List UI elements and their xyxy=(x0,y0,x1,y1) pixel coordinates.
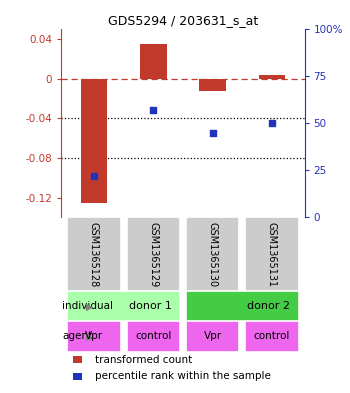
Text: Vpr: Vpr xyxy=(85,331,103,342)
Point xyxy=(91,173,97,179)
Text: control: control xyxy=(254,331,290,342)
Text: donor 1: donor 1 xyxy=(129,301,172,311)
Point xyxy=(210,130,215,136)
Text: agent: agent xyxy=(62,331,92,342)
Bar xyxy=(80,79,107,202)
Text: donor 2: donor 2 xyxy=(247,301,290,311)
Point xyxy=(150,107,156,114)
Text: ▶: ▶ xyxy=(86,301,94,311)
Bar xyxy=(245,321,299,352)
Bar xyxy=(186,217,239,291)
Text: Vpr: Vpr xyxy=(203,331,222,342)
Text: percentile rank within the sample: percentile rank within the sample xyxy=(95,371,271,382)
Bar xyxy=(74,356,82,364)
Bar xyxy=(74,373,82,380)
Text: GSM1365128: GSM1365128 xyxy=(89,222,99,287)
Bar xyxy=(186,321,239,352)
Bar xyxy=(199,79,226,91)
Text: transformed count: transformed count xyxy=(95,354,192,365)
Bar xyxy=(67,321,121,352)
Text: GSM1365130: GSM1365130 xyxy=(208,222,218,287)
Bar xyxy=(259,75,285,79)
Text: ▶: ▶ xyxy=(86,331,94,342)
Title: GDS5294 / 203631_s_at: GDS5294 / 203631_s_at xyxy=(108,14,258,27)
Text: individual: individual xyxy=(62,301,113,311)
Bar xyxy=(67,217,121,291)
Text: GSM1365129: GSM1365129 xyxy=(148,222,158,287)
Bar xyxy=(126,217,180,291)
Bar xyxy=(140,44,167,79)
Bar xyxy=(126,321,180,352)
Point xyxy=(269,120,275,127)
Text: GSM1365131: GSM1365131 xyxy=(267,222,277,287)
Bar xyxy=(186,291,299,321)
Bar xyxy=(67,291,180,321)
Bar xyxy=(245,217,299,291)
Text: control: control xyxy=(135,331,172,342)
